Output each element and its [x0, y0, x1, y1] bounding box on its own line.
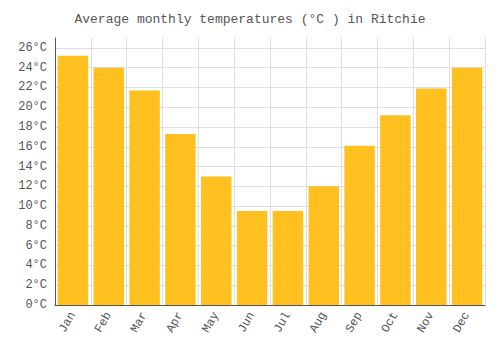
svg-text:Apr: Apr	[164, 309, 187, 335]
svg-text:8°C: 8°C	[25, 219, 47, 233]
svg-text:Jul: Jul	[271, 309, 294, 335]
svg-text:Sep: Sep	[343, 309, 366, 335]
svg-text:Jan: Jan	[56, 309, 79, 335]
svg-text:6°C: 6°C	[25, 239, 47, 253]
svg-text:24°C: 24°C	[18, 61, 47, 75]
svg-text:14°C: 14°C	[18, 160, 47, 174]
svg-text:10°C: 10°C	[18, 199, 47, 213]
svg-text:Nov: Nov	[414, 309, 437, 335]
svg-text:12°C: 12°C	[18, 179, 47, 193]
svg-text:Dec: Dec	[450, 309, 473, 335]
svg-text:0°C: 0°C	[25, 298, 47, 312]
svg-text:18°C: 18°C	[18, 120, 47, 134]
svg-text:16°C: 16°C	[18, 140, 47, 154]
svg-text:20°C: 20°C	[18, 100, 47, 114]
svg-text:May: May	[199, 309, 222, 335]
svg-text:Jun: Jun	[235, 309, 258, 335]
svg-text:22°C: 22°C	[18, 80, 47, 94]
svg-text:Aug: Aug	[307, 309, 330, 335]
svg-text:26°C: 26°C	[18, 41, 47, 55]
svg-text:Mar: Mar	[128, 309, 151, 335]
svg-text:2°C: 2°C	[25, 278, 47, 292]
svg-text:Oct: Oct	[379, 309, 402, 335]
svg-text:4°C: 4°C	[25, 258, 47, 272]
svg-text:Average monthly temperatures (: Average monthly temperatures (°C ) in Ri…	[74, 12, 425, 27]
svg-text:Feb: Feb	[92, 309, 115, 335]
